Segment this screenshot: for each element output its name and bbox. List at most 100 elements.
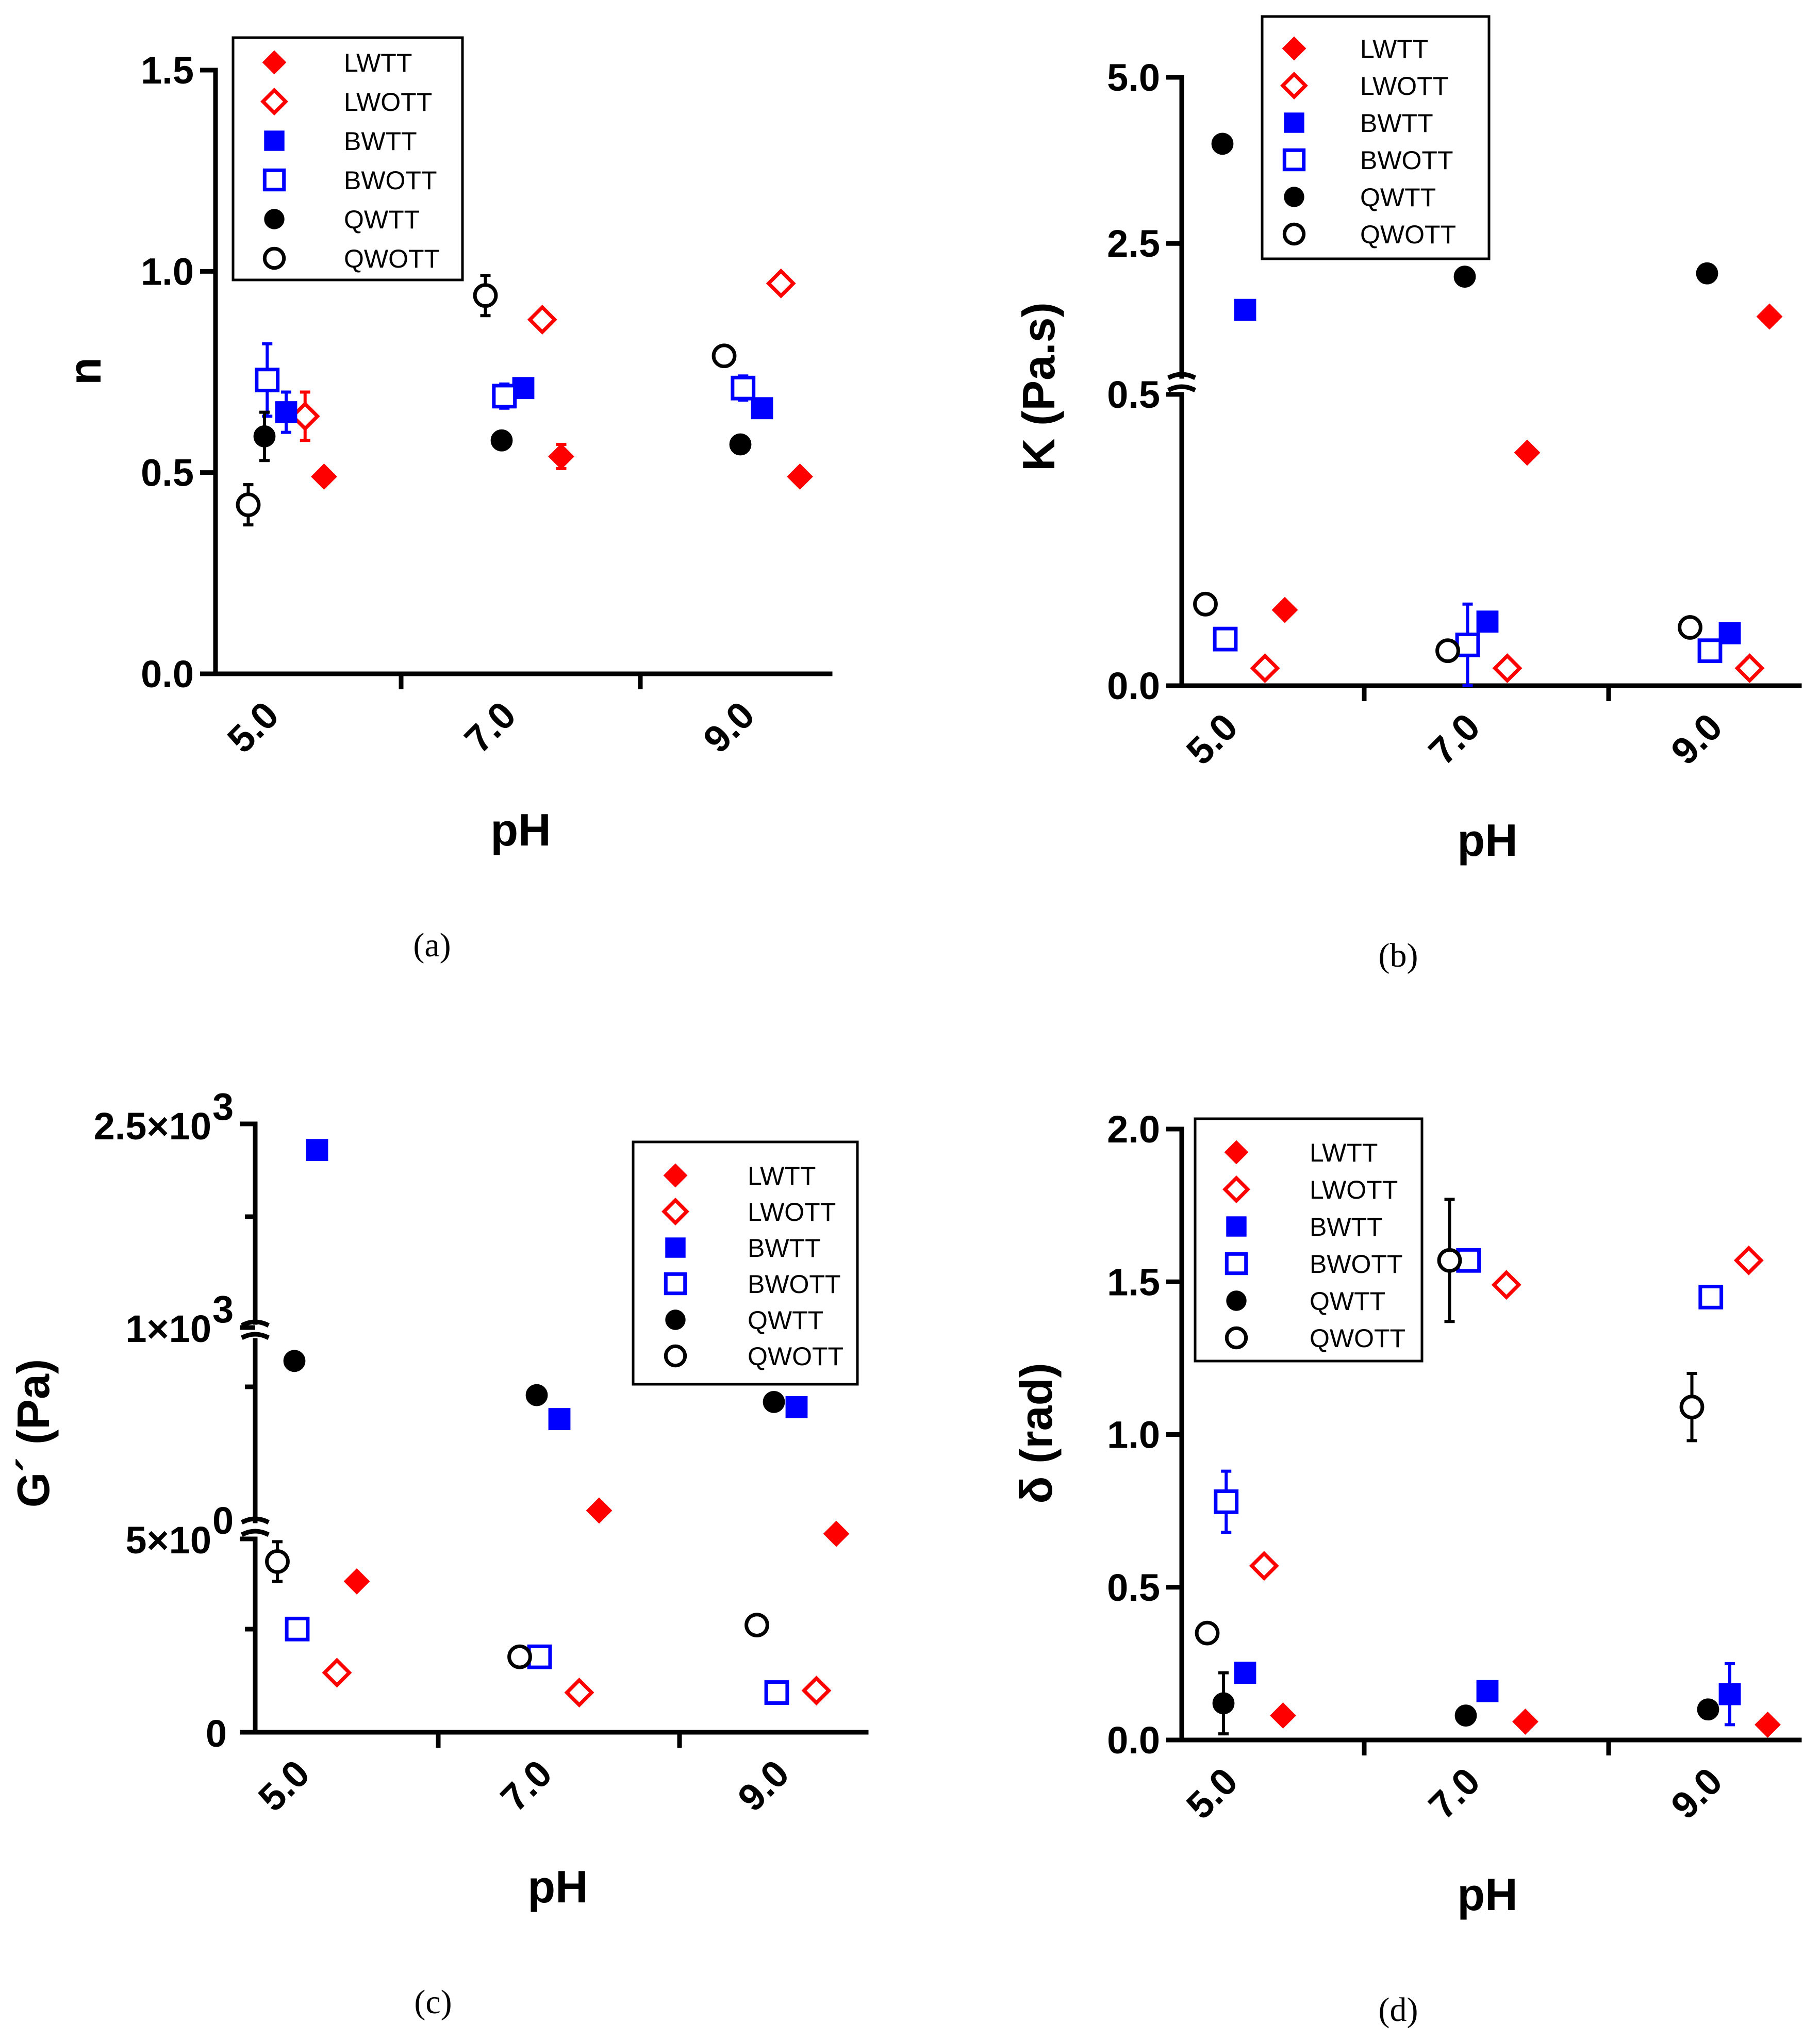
data-point-lwtt [1270, 1702, 1296, 1729]
legend-marker-lwott [1222, 1175, 1250, 1203]
data-point-qwott [236, 492, 261, 518]
legend-marker-bwott [262, 168, 286, 192]
legend-box [1261, 15, 1491, 260]
legend-label-qwott: QWOTT [1310, 1324, 1405, 1353]
legend-marker-qwtt [1284, 187, 1304, 207]
legend-label-lwott: LWOTT [1310, 1175, 1398, 1204]
data-point-bwtt [751, 397, 773, 420]
x-tick-label: 5.0 [1178, 705, 1246, 773]
data-point-bwott [492, 384, 517, 409]
data-point-lwott [527, 305, 557, 335]
x-tick-label: 9.0 [730, 1752, 797, 1819]
data-point-bwtt [1476, 610, 1499, 633]
y-tick-exponent: 0 [212, 1499, 234, 1542]
legend-marker-qwott [664, 1344, 687, 1368]
data-point-lwtt [1271, 596, 1298, 623]
legend-marker-bwtt [665, 1237, 686, 1258]
data-point-lwott [1734, 653, 1765, 684]
axis-break-mark [1167, 384, 1196, 392]
legend-label-qwtt: QWTT [748, 1306, 823, 1335]
y-tick-label: 0.0 [1107, 665, 1160, 707]
data-point-qwtt [1453, 266, 1476, 288]
data-point-lwott [322, 1657, 352, 1688]
y-tick-exponent: 3 [212, 1085, 234, 1128]
data-point-bwtt [548, 1408, 571, 1430]
legend-label-lwtt: LWTT [1310, 1138, 1378, 1167]
data-point-qwtt [283, 1350, 306, 1372]
data-point-bwott [285, 1616, 310, 1642]
y-tick-label: 0.5 [141, 452, 194, 494]
legend-marker-lwott [1280, 72, 1308, 100]
data-point-bwtt [1718, 1683, 1741, 1705]
data-point-bwott [731, 375, 756, 401]
data-point-lwtt [787, 463, 813, 490]
x-tick-label: 5.0 [219, 693, 287, 761]
y-tick-label: 5×10 [125, 1519, 211, 1562]
panel-a: 0.0 0.5 1.0 1.5 n 5.0 7.0 9.0 pH (a) LWTT LWOTT BWTT… [59, 36, 833, 964]
legend-label-lwott: LWOTT [344, 88, 432, 117]
x-tick-label: 7.0 [456, 693, 524, 761]
legend-label-qwott: QWOTT [748, 1342, 843, 1371]
y-tick-label: 0.5 [1107, 1566, 1160, 1609]
y-axis-title: δ (rad) [1011, 1363, 1062, 1503]
axis-break-mark [241, 1529, 270, 1537]
data-point-qwott [1435, 638, 1460, 664]
data-point-qwtt [1212, 1692, 1235, 1715]
data-point-lwott [564, 1678, 594, 1708]
data-point-lwtt [586, 1497, 613, 1524]
data-point-lwott [1492, 653, 1523, 684]
data-point-qwtt [1454, 1704, 1477, 1727]
x-tick-label: 7.0 [492, 1752, 560, 1819]
data-point-bwtt [1234, 299, 1256, 321]
legend-marker-bwott [664, 1272, 687, 1296]
data-point-qwott [265, 1549, 290, 1574]
y-tick-label: 2.5 [1107, 222, 1160, 265]
data-point-bwtt [275, 401, 297, 423]
legend-marker-qwott [262, 246, 286, 270]
legend-marker-bwtt [1226, 1216, 1247, 1237]
legend-marker-qwtt [665, 1309, 686, 1330]
data-point-qwtt [729, 433, 752, 456]
legend-marker-bwott [1225, 1252, 1248, 1275]
data-point-qwott [744, 1613, 769, 1638]
data-point-bwott [255, 368, 280, 393]
y-tick-label: 0.5 [1107, 373, 1160, 416]
legend-marker-qwott [1282, 222, 1306, 246]
legend-label-qwtt: QWTT [344, 205, 420, 234]
y-axis-title: n [59, 357, 110, 385]
legend-marker-lwtt [262, 50, 287, 75]
data-point-lwtt [311, 463, 337, 490]
legend-label-lwott: LWOTT [748, 1198, 836, 1226]
y-tick-label: 1.0 [1107, 1414, 1160, 1456]
data-point-bwott [527, 1644, 552, 1669]
data-point-qwtt [763, 1390, 785, 1413]
y-tick-exponent: 3 [212, 1288, 234, 1331]
data-point-qwtt [1697, 1698, 1719, 1721]
data-point-bwtt [785, 1396, 808, 1418]
data-point-qwott [1193, 591, 1218, 617]
panel-caption: (b) [1379, 937, 1418, 974]
data-point-qwtt [253, 425, 276, 447]
data-point-qwott [473, 283, 498, 308]
data-point-bwtt [1718, 622, 1741, 644]
data-point-bwtt [1234, 1662, 1256, 1684]
legend-label-lwott: LWOTT [1360, 72, 1448, 101]
x-tick-label: 5.0 [250, 1752, 318, 1819]
data-point-bwott [1213, 626, 1238, 652]
legend-label-bwtt: BWTT [344, 127, 417, 156]
panel-caption: (d) [1379, 1991, 1418, 2029]
legend-marker-qwott [1225, 1326, 1248, 1350]
data-point-lwott [1733, 1245, 1764, 1275]
data-point-qwtt [1696, 262, 1718, 285]
data-point-qwott [1437, 1248, 1462, 1273]
legend-label-bwott: BWOTT [1360, 146, 1453, 175]
y-tick-label: 1.5 [141, 49, 194, 92]
legend-label-bwott: BWOTT [344, 166, 437, 195]
data-point-bwott [1455, 633, 1480, 657]
data-point-bwott [1214, 1489, 1239, 1514]
axis-break-mark [241, 1319, 270, 1328]
legend-marker-qwtt [1226, 1290, 1247, 1311]
legend-marker-lwtt [1282, 36, 1306, 61]
legend-label-qwott: QWOTT [1360, 220, 1456, 249]
